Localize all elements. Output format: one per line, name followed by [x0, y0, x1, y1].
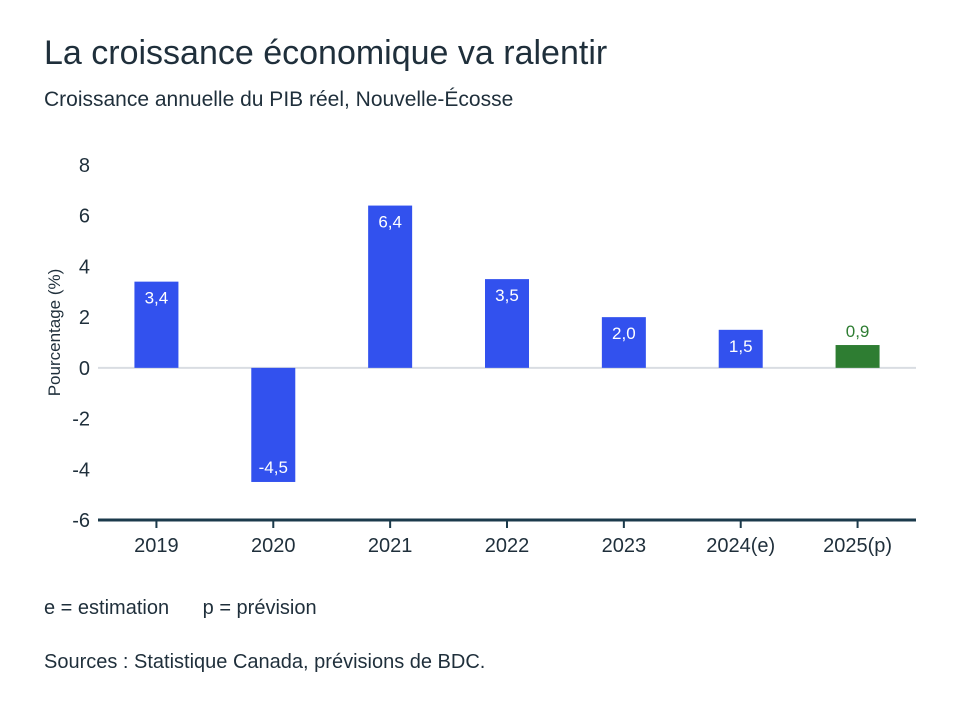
bar-value-label: 2,0: [612, 324, 636, 343]
y-axis-label: Pourcentage (%): [45, 269, 64, 397]
y-tick-label: 8: [79, 155, 90, 177]
chart-title: La croissance économique va ralentir: [44, 34, 608, 72]
y-tick-label: -2: [72, 409, 90, 431]
x-tick-label: 2022: [485, 535, 530, 557]
x-tick-label: 2025(p): [823, 535, 892, 557]
bar-value-label: 6,4: [378, 213, 402, 232]
bar-value-label: 3,4: [145, 289, 169, 308]
bars: 3,4 -4,5 6,4 3,5 2,0 1,5 0,9: [134, 205, 880, 482]
bar: [718, 329, 763, 368]
bar-value-label: 0,9: [846, 322, 870, 341]
y-tick-label: -4: [72, 459, 90, 481]
y-axis-ticks: 8 6 4 2 0 -2 -4 -6: [72, 155, 90, 532]
bar: [485, 279, 529, 368]
forecast-note: p = prévision: [202, 597, 317, 619]
x-tick-label: 2023: [602, 535, 647, 557]
y-tick-label: -6: [72, 510, 90, 532]
sources-note: Sources : Statistique Canada, prévisions…: [44, 651, 486, 673]
chart-subtitle: Croissance annuelle du PIB réel, Nouvell…: [44, 88, 514, 111]
legend-note: e = estimation p = prévision: [44, 597, 317, 620]
bar: [835, 345, 880, 368]
bar-value-label: -4,5: [259, 458, 288, 477]
x-tick-label: 2020: [251, 535, 296, 557]
y-tick-label: 4: [79, 256, 90, 278]
bar-value-label: 3,5: [495, 286, 519, 305]
estimation-note: e = estimation: [44, 597, 170, 619]
x-tick-label: 2021: [368, 535, 413, 557]
bar: [368, 205, 413, 368]
x-tick-label: 2019: [134, 535, 179, 557]
bar: [601, 317, 646, 368]
y-tick-label: 6: [79, 206, 90, 228]
y-tick-label: 0: [79, 358, 90, 380]
bar: [134, 281, 179, 368]
y-tick-label: 2: [79, 307, 90, 329]
x-tick-label: 2024(e): [706, 535, 775, 557]
x-axis-labels: 2019 2020 2021 2022 2023 2024(e) 2025(p): [134, 520, 892, 557]
bar: [251, 367, 296, 482]
bar-value-label: 1,5: [729, 337, 753, 356]
